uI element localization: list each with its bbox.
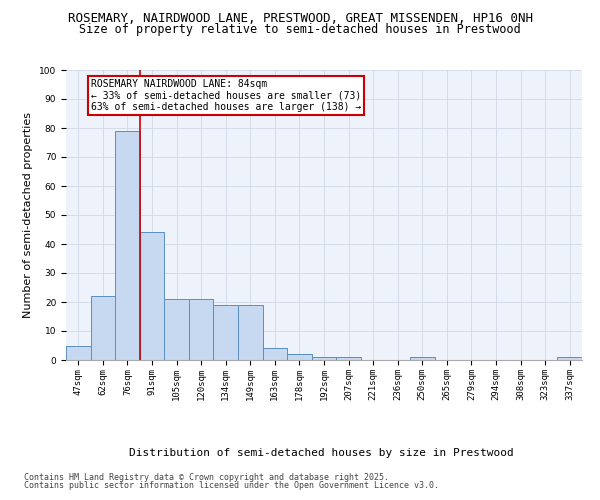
Bar	[557, 357, 582, 360]
Bar	[91, 296, 115, 360]
Bar	[287, 354, 312, 360]
Bar	[189, 299, 214, 360]
Text: ROSEMARY NAIRDWOOD LANE: 84sqm
← 33% of semi-detached houses are smaller (73)
63: ROSEMARY NAIRDWOOD LANE: 84sqm ← 33% of …	[91, 78, 361, 112]
Bar	[263, 348, 287, 360]
Text: ROSEMARY, NAIRDWOOD LANE, PRESTWOOD, GREAT MISSENDEN, HP16 0NH: ROSEMARY, NAIRDWOOD LANE, PRESTWOOD, GRE…	[67, 12, 533, 26]
Bar	[214, 305, 238, 360]
Text: Distribution of semi-detached houses by size in Prestwood: Distribution of semi-detached houses by …	[128, 448, 514, 458]
Bar	[410, 357, 434, 360]
Text: Contains HM Land Registry data © Crown copyright and database right 2025.: Contains HM Land Registry data © Crown c…	[24, 472, 389, 482]
Bar	[115, 131, 140, 360]
Text: Contains public sector information licensed under the Open Government Licence v3: Contains public sector information licen…	[24, 481, 439, 490]
Text: Size of property relative to semi-detached houses in Prestwood: Size of property relative to semi-detach…	[79, 22, 521, 36]
Y-axis label: Number of semi-detached properties: Number of semi-detached properties	[23, 112, 34, 318]
Bar	[164, 299, 189, 360]
Bar	[140, 232, 164, 360]
Bar	[66, 346, 91, 360]
Bar	[336, 357, 361, 360]
Bar	[312, 357, 336, 360]
Bar	[238, 305, 263, 360]
